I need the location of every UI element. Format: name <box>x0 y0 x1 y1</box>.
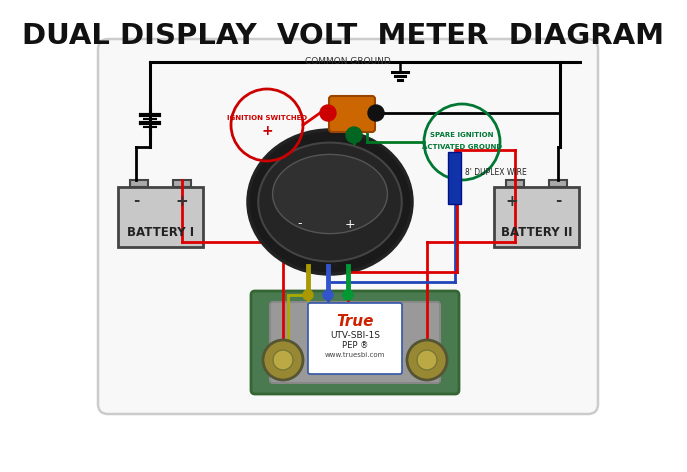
FancyBboxPatch shape <box>270 302 440 383</box>
Ellipse shape <box>248 130 412 274</box>
Text: PEP ®: PEP ® <box>342 340 368 349</box>
FancyBboxPatch shape <box>329 96 375 132</box>
FancyBboxPatch shape <box>251 291 459 394</box>
Text: -: - <box>297 218 302 230</box>
Text: +: + <box>261 124 273 138</box>
FancyBboxPatch shape <box>98 39 598 414</box>
Circle shape <box>263 340 303 380</box>
Bar <box>494 187 579 247</box>
Circle shape <box>417 350 437 370</box>
Circle shape <box>303 290 313 300</box>
Circle shape <box>323 290 333 300</box>
Bar <box>118 187 203 247</box>
Ellipse shape <box>258 143 402 261</box>
Circle shape <box>346 127 362 143</box>
Text: www.truesbi.com: www.truesbi.com <box>325 352 385 358</box>
Bar <box>173 180 191 187</box>
Bar <box>506 180 524 187</box>
Text: -: - <box>133 194 139 209</box>
FancyBboxPatch shape <box>308 303 402 374</box>
Ellipse shape <box>273 154 387 234</box>
Bar <box>448 152 461 204</box>
Text: ACTIVATED GROUND: ACTIVATED GROUND <box>422 144 502 150</box>
Circle shape <box>273 350 293 370</box>
Text: +: + <box>176 194 188 209</box>
Circle shape <box>320 105 336 121</box>
Text: UTV-SBI-1S: UTV-SBI-1S <box>330 330 380 339</box>
Text: True: True <box>336 313 374 329</box>
Text: BATTERY II: BATTERY II <box>501 227 572 239</box>
Text: IGNITION SWITCHED: IGNITION SWITCHED <box>227 115 307 121</box>
Bar <box>130 180 148 187</box>
Bar <box>549 180 567 187</box>
Text: +: + <box>506 194 519 209</box>
Circle shape <box>368 105 384 121</box>
Text: SPARE IGNITION: SPARE IGNITION <box>430 132 494 138</box>
Circle shape <box>407 340 447 380</box>
Text: DUAL DISPLAY  VOLT  METER  DIAGRAM: DUAL DISPLAY VOLT METER DIAGRAM <box>22 22 664 50</box>
Text: -: - <box>555 194 561 209</box>
Text: +: + <box>345 218 355 230</box>
Text: BATTERY I: BATTERY I <box>127 227 194 239</box>
Circle shape <box>343 290 353 300</box>
Text: 8' DUPLEX WIRE: 8' DUPLEX WIRE <box>465 169 527 177</box>
Text: COMMON GROUND: COMMON GROUND <box>305 57 391 66</box>
